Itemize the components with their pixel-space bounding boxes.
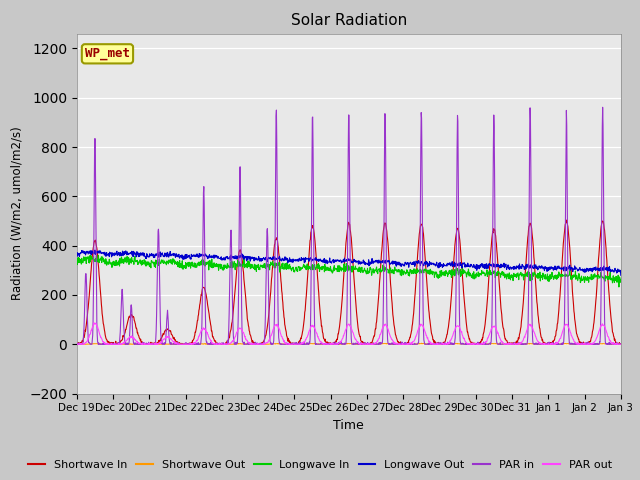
X-axis label: Time: Time — [333, 419, 364, 432]
Text: WP_met: WP_met — [85, 48, 130, 60]
Y-axis label: Radiation (W/m2, umol/m2/s): Radiation (W/m2, umol/m2/s) — [11, 127, 24, 300]
Legend: Shortwave In, Shortwave Out, Longwave In, Longwave Out, PAR in, PAR out: Shortwave In, Shortwave Out, Longwave In… — [24, 456, 616, 474]
Title: Solar Radiation: Solar Radiation — [291, 13, 407, 28]
